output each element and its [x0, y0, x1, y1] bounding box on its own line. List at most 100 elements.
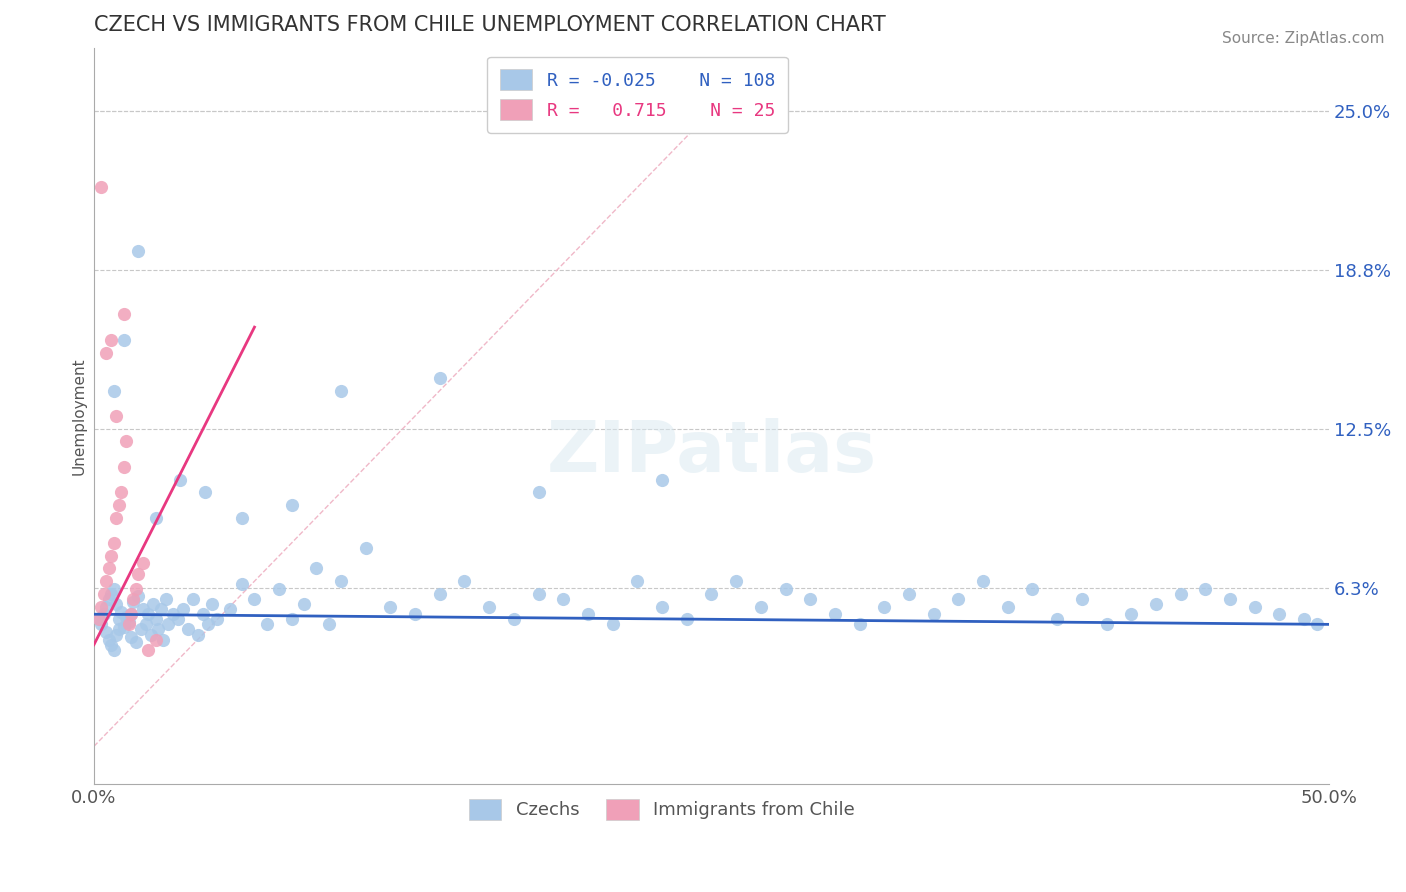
Point — [122, 594, 145, 608]
Point — [292, 597, 315, 611]
Point — [922, 607, 945, 622]
Point — [231, 576, 253, 591]
Point — [149, 602, 172, 616]
Point — [127, 590, 149, 604]
Point — [172, 602, 194, 616]
Point — [1219, 591, 1241, 606]
Point — [112, 459, 135, 474]
Point — [1268, 607, 1291, 622]
Point — [478, 599, 501, 614]
Point — [127, 566, 149, 581]
Point — [103, 536, 125, 550]
Point — [87, 612, 110, 626]
Point — [651, 473, 673, 487]
Point — [177, 623, 200, 637]
Point — [749, 599, 772, 614]
Point — [187, 627, 209, 641]
Text: CZECH VS IMMIGRANTS FROM CHILE UNEMPLOYMENT CORRELATION CHART: CZECH VS IMMIGRANTS FROM CHILE UNEMPLOYM… — [94, 15, 886, 35]
Point — [194, 485, 217, 500]
Point — [167, 612, 190, 626]
Point — [132, 557, 155, 571]
Point — [1170, 587, 1192, 601]
Point — [146, 623, 169, 637]
Point — [1046, 612, 1069, 626]
Point — [157, 617, 180, 632]
Point — [152, 632, 174, 647]
Point — [100, 549, 122, 563]
Point — [115, 609, 138, 624]
Point — [93, 607, 115, 622]
Point — [651, 599, 673, 614]
Point — [191, 607, 214, 622]
Point — [243, 591, 266, 606]
Point — [145, 510, 167, 524]
Point — [127, 244, 149, 258]
Point — [848, 617, 870, 632]
Point — [873, 599, 896, 614]
Point — [207, 612, 229, 626]
Point — [110, 605, 132, 619]
Point — [110, 485, 132, 500]
Point — [105, 409, 128, 423]
Point — [120, 607, 142, 622]
Point — [675, 612, 697, 626]
Point — [280, 612, 302, 626]
Legend: Czechs, Immigrants from Chile: Czechs, Immigrants from Chile — [461, 792, 862, 827]
Point — [107, 623, 129, 637]
Point — [948, 591, 970, 606]
Point — [107, 498, 129, 512]
Point — [97, 632, 120, 647]
Point — [107, 612, 129, 626]
Point — [90, 599, 112, 614]
Point — [725, 574, 748, 589]
Point — [354, 541, 377, 556]
Point — [112, 333, 135, 347]
Point — [1305, 617, 1327, 632]
Point — [105, 627, 128, 641]
Point — [142, 597, 165, 611]
Point — [112, 620, 135, 634]
Point — [100, 333, 122, 347]
Point — [100, 587, 122, 601]
Point — [122, 591, 145, 606]
Point — [329, 384, 352, 398]
Point — [231, 510, 253, 524]
Point — [97, 561, 120, 575]
Point — [96, 345, 118, 359]
Point — [117, 615, 139, 629]
Point — [132, 602, 155, 616]
Point — [824, 607, 846, 622]
Point — [1194, 582, 1216, 596]
Point — [145, 612, 167, 626]
Point — [602, 617, 624, 632]
Text: ZIPatlas: ZIPatlas — [547, 418, 876, 487]
Point — [125, 582, 148, 596]
Point — [96, 599, 118, 614]
Point — [218, 602, 240, 616]
Point — [115, 434, 138, 449]
Point — [329, 574, 352, 589]
Point — [105, 510, 128, 524]
Point — [145, 632, 167, 647]
Point — [197, 617, 219, 632]
Point — [453, 574, 475, 589]
Point — [553, 591, 575, 606]
Point — [318, 617, 340, 632]
Point — [527, 587, 550, 601]
Point — [90, 617, 112, 632]
Point — [103, 582, 125, 596]
Point — [136, 607, 159, 622]
Y-axis label: Unemployment: Unemployment — [72, 357, 87, 475]
Point — [135, 617, 157, 632]
Point — [169, 473, 191, 487]
Point — [1070, 591, 1092, 606]
Point — [155, 591, 177, 606]
Point — [380, 599, 402, 614]
Point — [120, 607, 142, 622]
Point — [429, 587, 451, 601]
Point — [972, 574, 994, 589]
Point — [280, 498, 302, 512]
Point — [90, 180, 112, 194]
Point — [96, 625, 118, 640]
Point — [1095, 617, 1118, 632]
